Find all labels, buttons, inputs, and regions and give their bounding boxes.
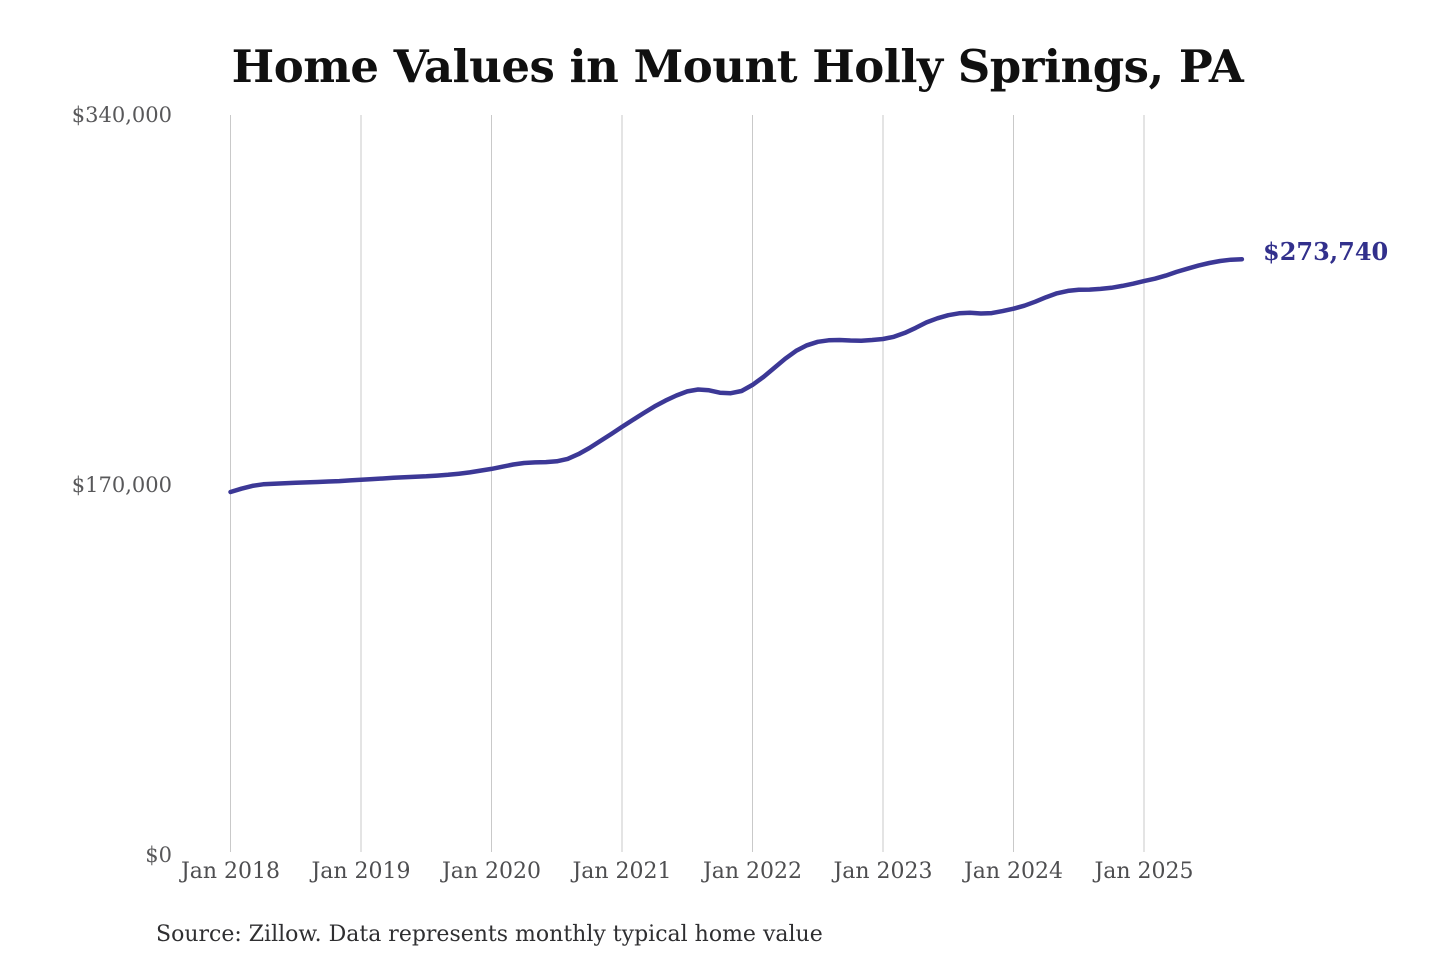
- y-tick-label: $170,000: [71, 473, 172, 497]
- home-value-line-series: [228, 256, 1245, 495]
- year-gridlines: [230, 115, 1145, 852]
- latest-value-label: $273,740: [1263, 237, 1389, 266]
- x-tick-label: Jan 2020: [441, 859, 542, 884]
- x-tick-label: Jan 2018: [180, 859, 281, 884]
- y-tick-label: $340,000: [71, 103, 172, 127]
- y-tick-label: $0: [145, 843, 172, 867]
- x-tick-label: Jan 2023: [833, 859, 933, 884]
- x-tick-label: Jan 2019: [311, 859, 411, 884]
- source-note: Source: Zillow. Data represents monthly …: [156, 922, 823, 947]
- x-tick-label: Jan 2021: [572, 859, 672, 884]
- x-tick-label: Jan 2025: [1094, 859, 1194, 884]
- x-tick-label: Jan 2024: [963, 859, 1064, 884]
- chart-title: Home Values in Mount Holly Springs, PA: [231, 40, 1244, 93]
- x-tick-label: Jan 2022: [702, 859, 803, 884]
